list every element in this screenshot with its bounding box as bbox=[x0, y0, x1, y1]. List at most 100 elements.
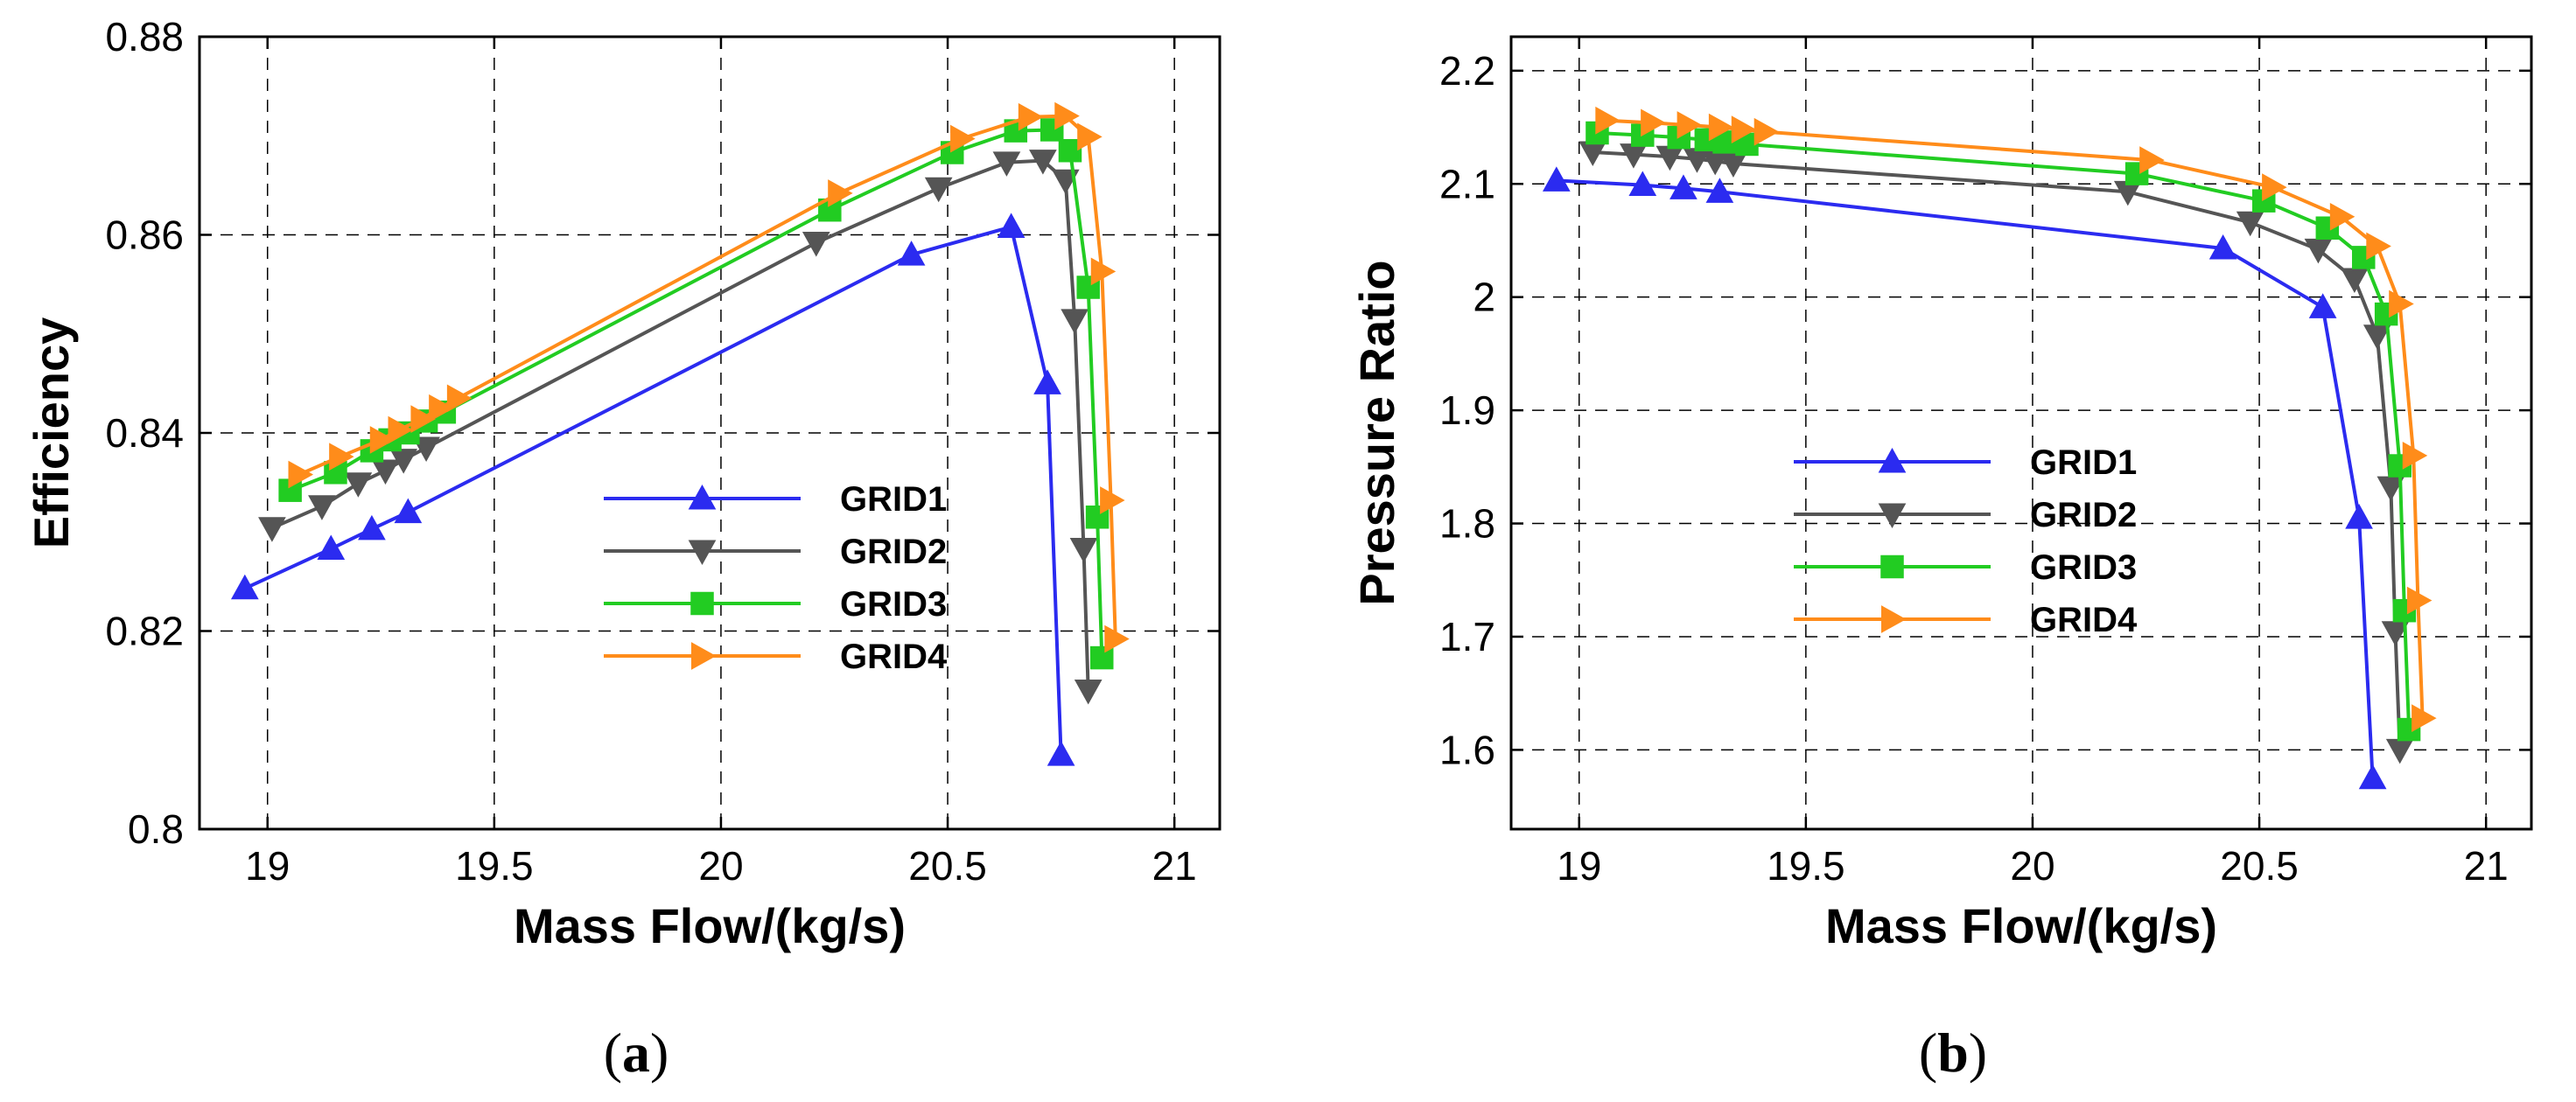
pressure-ratio-x-tick-label: 20 bbox=[2010, 843, 2054, 889]
efficiency-series-grid3 bbox=[278, 118, 1114, 670]
panel-label-a-letter: a bbox=[622, 1022, 650, 1084]
pressure-ratio-x-axis-label: Mass Flow/(kg/s) bbox=[1825, 898, 2217, 953]
legend-swatch-marker bbox=[688, 484, 717, 510]
efficiency-point-grid1 bbox=[1033, 369, 1061, 394]
pressure-ratio-point-grid4 bbox=[1595, 106, 1620, 135]
efficiency-point-grid2 bbox=[371, 459, 400, 485]
pressure-ratio-x-tick-label: 19.5 bbox=[1767, 843, 1845, 889]
efficiency-legend: GRID1 GRID2 GRID3 GRID4 bbox=[604, 480, 948, 676]
efficiency-point-grid4 bbox=[446, 384, 472, 413]
efficiency-point-grid4 bbox=[1077, 122, 1102, 151]
efficiency-y-tick-label: 0.8 bbox=[128, 806, 184, 852]
pressure-ratio-y-tick-label: 2.1 bbox=[1439, 161, 1495, 206]
efficiency-point-grid2 bbox=[389, 449, 418, 474]
efficiency-legend-entry-grid1: GRID1 bbox=[604, 480, 947, 519]
pressure-ratio-point-grid4 bbox=[2406, 586, 2432, 615]
pressure-ratio-line-grid1 bbox=[1556, 178, 2375, 778]
pressure-ratio-y-tick-label: 2.2 bbox=[1439, 48, 1495, 94]
efficiency-point-grid4 bbox=[1104, 624, 1130, 653]
pressure-ratio-legend-entry-grid2: GRID2 bbox=[1794, 496, 2137, 534]
pressure-ratio-point-grid4 bbox=[1708, 113, 1734, 142]
pressure-ratio-legend: GRID1 GRID2 GRID3 GRID4 bbox=[1794, 443, 2138, 639]
efficiency-point-grid2 bbox=[992, 151, 1021, 177]
panel-label-paren-close: ) bbox=[650, 1022, 668, 1084]
pressure-ratio-legend-entry-grid1: GRID1 bbox=[1794, 443, 2137, 482]
efficiency-point-grid1 bbox=[1046, 741, 1075, 766]
pressure-ratio-x-tick-label: 19 bbox=[1557, 843, 1601, 889]
legend-swatch-marker bbox=[1880, 554, 1904, 579]
legend-label: GRID3 bbox=[840, 585, 947, 624]
efficiency-point-grid4 bbox=[388, 415, 414, 444]
efficiency-point-grid2 bbox=[924, 177, 953, 203]
pressure-ratio-point-grid4 bbox=[2329, 202, 2356, 231]
pressure-ratio-y-axis-label: Pressure Ratio bbox=[1349, 260, 1404, 605]
efficiency-point-grid2 bbox=[1069, 538, 1098, 563]
pressure-ratio-x-tick-label: 20.5 bbox=[2220, 843, 2299, 889]
pressure-ratio-y-tick-label: 1.7 bbox=[1439, 614, 1495, 659]
efficiency-x-tick-label: 21 bbox=[1152, 843, 1197, 889]
efficiency-x-tick-label: 19 bbox=[245, 843, 290, 889]
efficiency-point-grid1 bbox=[317, 534, 346, 561]
efficiency-y-tick-label: 0.86 bbox=[105, 213, 184, 258]
efficiency-series bbox=[230, 101, 1130, 766]
pressure-ratio-series-grid1 bbox=[1542, 166, 2387, 790]
legend-swatch-marker bbox=[1878, 503, 1907, 529]
svg-text:(a): (a) bbox=[604, 1022, 669, 1084]
efficiency-point-grid4 bbox=[1054, 101, 1080, 130]
efficiency-point-grid2 bbox=[802, 232, 830, 257]
pressure-ratio-x-tick-label: 21 bbox=[2464, 843, 2509, 889]
pressure-ratio-series-grid4 bbox=[1595, 106, 2437, 733]
pressure-ratio-legend-entry-grid3: GRID3 bbox=[1794, 548, 2137, 587]
efficiency-point-grid1 bbox=[230, 574, 259, 600]
efficiency-y-tick-label: 0.88 bbox=[105, 14, 184, 59]
efficiency-point-grid1 bbox=[897, 241, 926, 266]
pressure-ratio-point-grid2 bbox=[2385, 738, 2414, 764]
panel-label-b-letter: b bbox=[1937, 1022, 1969, 1084]
pressure-ratio-point-grid1 bbox=[2308, 293, 2337, 318]
pressure-ratio-point-grid1 bbox=[2208, 234, 2237, 260]
pressure-ratio-point-grid4 bbox=[2139, 146, 2165, 174]
efficiency-legend-entry-grid3: GRID3 bbox=[604, 585, 947, 624]
legend-swatch-marker bbox=[1878, 447, 1907, 473]
pressure-ratio-y-tick-label: 2 bbox=[1473, 275, 1495, 320]
efficiency-point-grid1 bbox=[394, 498, 423, 524]
pressure-ratio-point-grid1 bbox=[2345, 504, 2373, 529]
efficiency-series-grid2 bbox=[258, 150, 1102, 705]
legend-swatch-marker bbox=[691, 642, 717, 670]
efficiency-point-grid3 bbox=[1090, 645, 1114, 670]
efficiency-x-tick-label: 19.5 bbox=[455, 843, 534, 889]
efficiency-point-grid2 bbox=[258, 517, 286, 542]
legend-label: GRID4 bbox=[2030, 601, 2138, 639]
legend-label: GRID2 bbox=[840, 533, 947, 571]
pressure-ratio-line-grid4 bbox=[1606, 118, 2425, 719]
pressure-ratio-y-tick-label: 1.6 bbox=[1439, 727, 1495, 772]
pressure-ratio-point-grid1 bbox=[1628, 171, 1657, 197]
efficiency-point-grid4 bbox=[429, 394, 454, 422]
efficiency-x-tick-label: 20 bbox=[698, 843, 743, 889]
svg-text:(b): (b) bbox=[1919, 1022, 1987, 1084]
efficiency-point-grid4 bbox=[369, 426, 396, 454]
efficiency-point-grid2 bbox=[308, 495, 336, 520]
efficiency-y-axis-label: Efficiency bbox=[24, 317, 79, 549]
efficiency-ticks: 19 19.5 20 20.5 21 0.8 0.82 0.84 0.86 0.88 bbox=[105, 14, 1220, 889]
efficiency-point-grid4 bbox=[1100, 486, 1125, 514]
legend-label: GRID1 bbox=[840, 480, 947, 519]
pressure-ratio-point-grid4 bbox=[2389, 289, 2414, 318]
panel-label-b: (b) bbox=[1919, 1022, 1987, 1084]
legend-label: GRID2 bbox=[2030, 496, 2137, 534]
pressure-ratio-legend-entry-grid4: GRID4 bbox=[1794, 601, 2138, 639]
efficiency-legend-entry-grid4: GRID4 bbox=[604, 638, 948, 676]
pressure-ratio-point-grid1 bbox=[1670, 174, 1698, 199]
efficiency-line-grid4 bbox=[298, 114, 1117, 639]
pressure-ratio-series-grid2 bbox=[1578, 141, 2414, 764]
efficiency-y-tick-label: 0.82 bbox=[105, 609, 184, 654]
pressure-ratio-point-grid4 bbox=[1641, 108, 1666, 137]
efficiency-point-grid1 bbox=[358, 514, 386, 541]
efficiency-point-grid2 bbox=[344, 472, 373, 498]
efficiency-point-grid4 bbox=[288, 460, 314, 489]
efficiency-y-tick-label: 0.84 bbox=[105, 410, 184, 456]
panel-label-paren-open: ( bbox=[604, 1022, 622, 1084]
panel-label-paren-close: ) bbox=[1969, 1022, 1987, 1084]
efficiency-point-grid2 bbox=[1060, 309, 1089, 334]
